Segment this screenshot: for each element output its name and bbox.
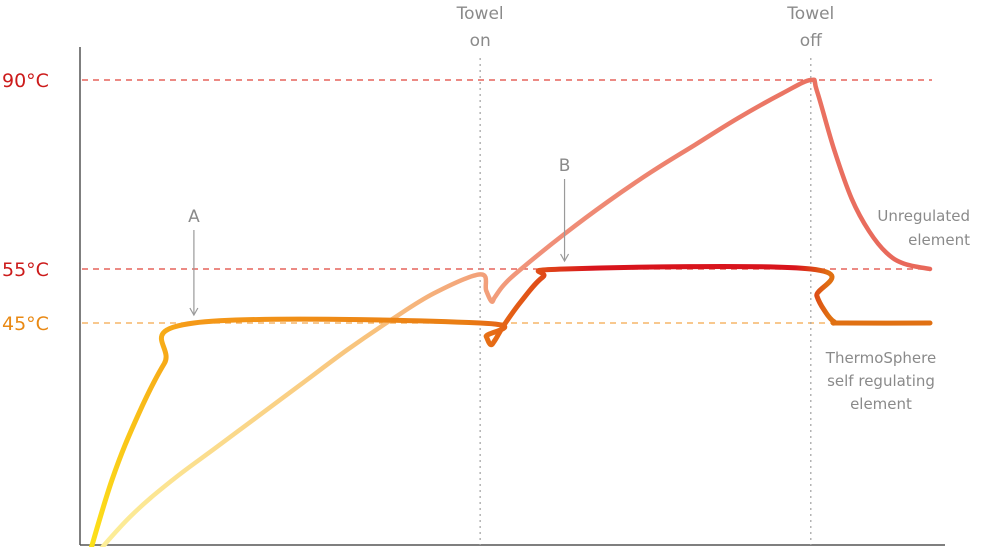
- annotation-label: B: [559, 156, 571, 176]
- event-label-line1: Towel: [786, 4, 834, 24]
- labels: 90°C 55°C 45°C Towel on Towel off Unregulated el…: [2, 4, 970, 413]
- series-label-thermosphere: ThermoSphere: [825, 349, 936, 367]
- series-label-unregulated: element: [908, 231, 970, 249]
- reference-lines: [82, 79, 932, 324]
- event-label-line1: Towel: [456, 4, 504, 24]
- y-reference-label: 55°C: [2, 259, 49, 281]
- series-label-thermosphere: element: [850, 395, 912, 413]
- series-label-unregulated: Unregulated: [877, 207, 970, 225]
- event-lines: [479, 58, 812, 545]
- series-line-unregulated: [99, 77, 933, 547]
- series-label-thermosphere: self regulating: [827, 372, 935, 390]
- event-label-line2: on: [470, 31, 491, 51]
- series-line-thermosphere: [88, 263, 933, 547]
- annotations: AB: [188, 156, 571, 317]
- annotation-label: A: [188, 207, 200, 227]
- event-label-line2: off: [800, 31, 823, 51]
- annotation-arrowhead: [560, 253, 570, 263]
- y-reference-label: 45°C: [2, 313, 49, 335]
- y-reference-label: 90°C: [2, 70, 49, 92]
- annotation-arrowhead: [189, 307, 199, 317]
